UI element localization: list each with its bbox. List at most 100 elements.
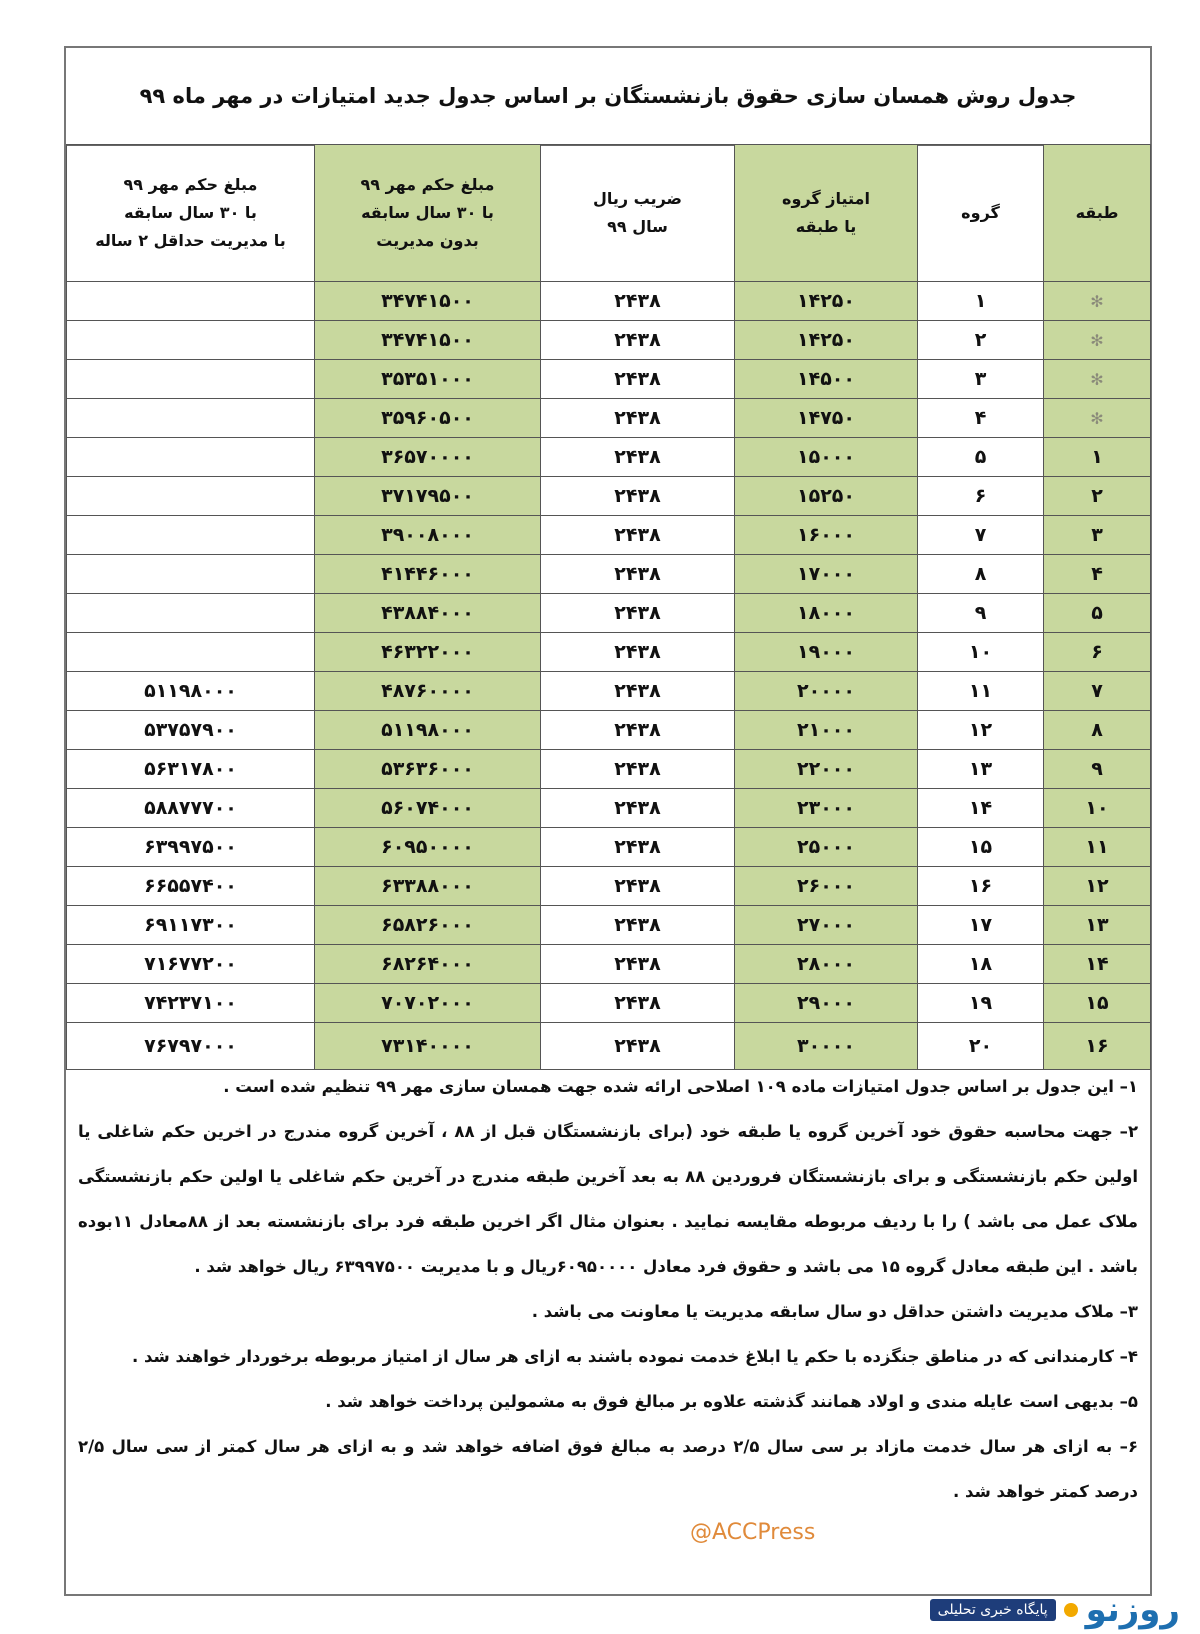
cell-value: ۱۳ — [968, 758, 993, 780]
cell-value: ۱۸۰۰۰ — [797, 602, 855, 624]
cell-value: ۲۹۰۰۰ — [797, 992, 855, 1014]
cell-value: ۱۰ — [1085, 797, 1109, 819]
table-cell: ۲۴۳۸ — [540, 398, 735, 438]
table-cell: ۱۱ — [1043, 827, 1151, 867]
table-cell: ۶۳۳۸۸۰۰۰ — [314, 866, 541, 906]
table-cell: ۴۱۴۴۶۰۰۰ — [314, 554, 541, 594]
table-cell: ۶۸۲۶۴۰۰۰ — [314, 944, 541, 984]
table-cell: ۲۴۳۸ — [540, 866, 735, 906]
table-row: ۳ ۷ ۱۶۰۰۰ ۲۴۳۸ ۳۹۰۰۸۰۰۰ — [66, 515, 1151, 555]
table-cell — [66, 476, 315, 516]
cell-value: ۲۴۳۸ — [614, 914, 661, 936]
table-cell: ۵۶۰۷۴۰۰۰ — [314, 788, 541, 828]
table-cell: ۲۴۳۸ — [540, 281, 735, 321]
header-row: طبقه گروه امتیاز گروه یا طبقه ضریب ریال سال… — [66, 144, 1151, 282]
cell-value: ۹ — [1091, 758, 1103, 780]
table-cell: ۱۲ — [917, 710, 1044, 750]
logo-dot-icon — [1063, 1603, 1078, 1617]
table-cell: ۱۴ — [1043, 944, 1151, 984]
table-cell: ۲۰ — [917, 1022, 1044, 1070]
table-cell: ۱۰ — [917, 632, 1044, 672]
table-cell — [66, 632, 315, 672]
cell-value: ۲۴۳۸ — [614, 563, 661, 585]
table-cell: ۶۳۹۹۷۵۰۰ — [66, 827, 315, 867]
cell-value: ۲۲۰۰۰ — [797, 758, 855, 780]
cell-value: ۲۰ — [968, 1035, 993, 1057]
pension-table: طبقه گروه امتیاز گروه یا طبقه ضریب ریال سال… — [66, 144, 1151, 1070]
cell-value: ۴۱۴۴۶۰۰۰ — [381, 563, 474, 585]
table-cell: ۷۱۶۷۷۲۰۰ — [66, 944, 315, 984]
cell-value: ۱۵۰۰۰ — [797, 446, 855, 468]
cell-value: ۶۳۳۸۸۰۰۰ — [381, 875, 474, 897]
table-cell — [66, 437, 315, 477]
note-item: ۴– کارمندانی که در مناطق جنگزده با حکم ی… — [131, 1347, 1138, 1366]
table-cell — [66, 515, 315, 555]
logo-mark: روزنو — [1085, 1590, 1180, 1630]
table-cell: ۶۶۵۵۷۴۰۰ — [66, 866, 315, 906]
table-cell: ۶۹۱۱۷۳۰۰ — [66, 905, 315, 945]
document-title: جدول روش همسان سازی حقوق بازنشستگان بر ا… — [66, 48, 1150, 146]
cell-value: ۳۵۹۶۰۵۰۰ — [381, 407, 474, 429]
cell-value: ۱۲ — [1085, 875, 1109, 897]
cell-value: ۵۱۱۹۸۰۰۰ — [381, 719, 474, 741]
cell-value: ۶۳۹۹۷۵۰۰ — [144, 836, 237, 858]
table-cell: ۱ — [1043, 437, 1151, 477]
column-header: مبلغ حکم مهر ۹۹ با ۳۰ سال سابقه بدون مدی… — [314, 144, 541, 282]
table-cell: ۶۰۹۵۰۰۰۰ — [314, 827, 541, 867]
table-cell: ۱۵ — [917, 827, 1044, 867]
table-cell: ۳۰۰۰۰ — [734, 1022, 918, 1070]
table-cell: ۳۵۳۵۱۰۰۰ — [314, 359, 541, 399]
cell-value: ۱۹۰۰۰ — [797, 641, 855, 663]
table-cell: ۲۰۰۰۰ — [734, 671, 918, 711]
table-cell: ۷ — [917, 515, 1044, 555]
table-cell — [66, 320, 315, 360]
table-cell: ۳۴۷۴۱۵۰۰ — [314, 320, 541, 360]
table-row: ۱۱ ۱۵ ۲۵۰۰۰ ۲۴۳۸ ۶۰۹۵۰۰۰۰ ۶۳۹۹۷۵۰۰ — [66, 827, 1151, 867]
table-cell: ۲۴۳۸ — [540, 437, 735, 477]
cell-value: ۳۰۰۰۰ — [797, 1035, 855, 1057]
table-cell: ۲۴۳۸ — [540, 359, 735, 399]
cell-value: ۴۶۳۲۲۰۰۰ — [381, 641, 474, 663]
notes: ۱– این جدول بر اساس جدول امتیازات ماده ۱… — [78, 1064, 1138, 1514]
cell-value: ۱۴ — [968, 797, 993, 819]
table-cell: ۲۴۳۸ — [540, 905, 735, 945]
table-cell: ۲۴۳۸ — [540, 515, 735, 555]
cell-value: ۳۵۳۵۱۰۰۰ — [381, 368, 474, 390]
cell-value: ۶۰۹۵۰۰۰۰ — [381, 836, 474, 858]
cell-value: ۱۴ — [1085, 953, 1109, 975]
table-cell: ۵۱۱۹۸۰۰۰ — [314, 710, 541, 750]
cell-value: ۵ — [974, 446, 987, 468]
table-cell: ۴ — [917, 398, 1044, 438]
table-cell: ✻ — [1043, 320, 1151, 360]
cell-value: ۷۱۶۷۷۲۰۰ — [144, 953, 237, 975]
table-cell: ۲۴۳۸ — [540, 671, 735, 711]
cell-value: ۴۸۷۶۰۰۰۰ — [381, 680, 474, 702]
column-header: طبقه — [1043, 144, 1151, 282]
cell-value: ۱۷۰۰۰ — [797, 563, 855, 585]
cell-value: ۲۴۳۸ — [614, 407, 661, 429]
table-cell: ۱۴۷۵۰ — [734, 398, 918, 438]
cell-value: ۵ — [1091, 602, 1103, 624]
table-cell: ۵۱۱۹۸۰۰۰ — [66, 671, 315, 711]
table-cell: ۵۸۸۷۷۷۰۰ — [66, 788, 315, 828]
note-item: ۲– جهت محاسبه حقوق خود آخرین گروه یا طبق… — [78, 1122, 1139, 1276]
watermark: @ACCPress — [690, 1520, 816, 1545]
cell-value: ۷ — [974, 524, 987, 546]
cell-value: ۲۴۳۸ — [614, 290, 661, 312]
table-cell: ۳۴۷۴۱۵۰۰ — [314, 281, 541, 321]
table-cell: ۱۴۲۵۰ — [734, 320, 918, 360]
cell-value: ۷۴۲۳۷۱۰۰ — [144, 992, 237, 1014]
table-row: ۴ ۸ ۱۷۰۰۰ ۲۴۳۸ ۴۱۴۴۶۰۰۰ — [66, 554, 1151, 594]
table-cell: ۳ — [917, 359, 1044, 399]
table-cell: ۲۴۳۸ — [540, 710, 735, 750]
cell-value: ۱۶ — [1085, 1035, 1109, 1057]
table-cell: ۱۲ — [1043, 866, 1151, 906]
cell-value: ۶۶۵۵۷۴۰۰ — [144, 875, 237, 897]
star-icon: ✻ — [1090, 370, 1104, 389]
cell-value: ۳۹۰۰۸۰۰۰ — [381, 524, 474, 546]
cell-value: ۳ — [1091, 524, 1103, 546]
note-item: ۳– ملاک مدیریت داشتن حداقل دو سال سابقه … — [531, 1302, 1138, 1321]
cell-value: ۴ — [974, 407, 987, 429]
cell-value: ۵۳۶۳۶۰۰۰ — [381, 758, 474, 780]
cell-value: ۱ — [1091, 446, 1103, 468]
